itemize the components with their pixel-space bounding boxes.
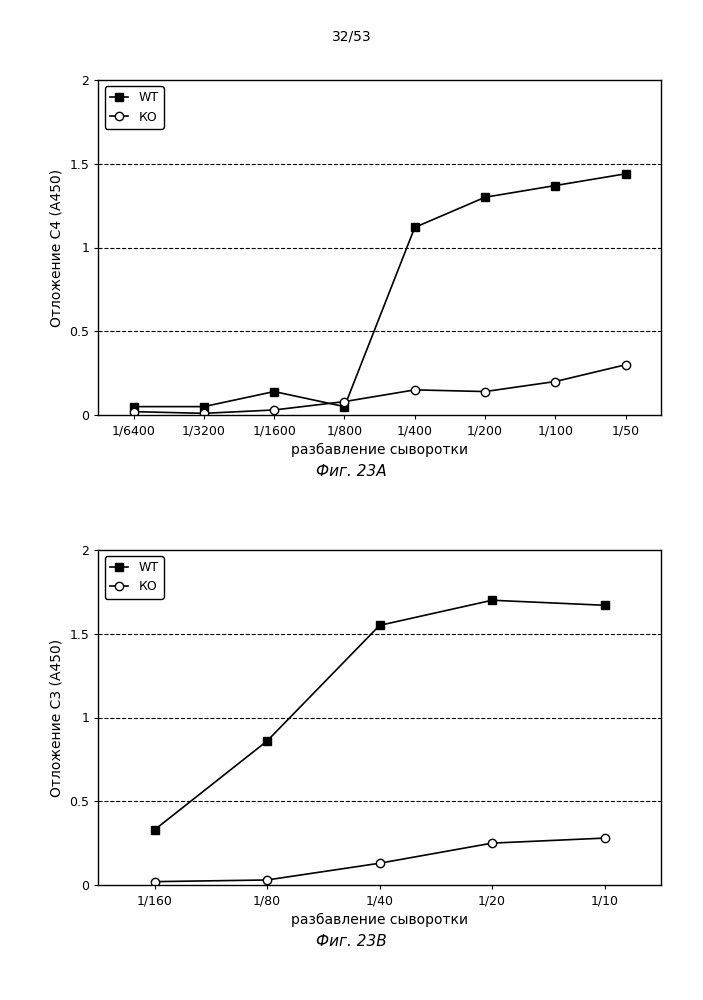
Legend: WT, КО: WT, КО	[105, 86, 164, 129]
Text: Фиг. 23А: Фиг. 23А	[316, 464, 387, 480]
X-axis label: разбавление сыворотки: разбавление сыворотки	[291, 443, 468, 457]
Legend: WT, КО: WT, КО	[105, 556, 164, 598]
Y-axis label: Отложение С3 (А450): Отложение С3 (А450)	[50, 638, 64, 797]
Y-axis label: Отложение С4 (А450): Отложение С4 (А450)	[50, 168, 64, 327]
Text: Фиг. 23В: Фиг. 23В	[316, 934, 387, 950]
Text: 32/53: 32/53	[332, 30, 371, 44]
X-axis label: разбавление сыворотки: разбавление сыворотки	[291, 913, 468, 927]
